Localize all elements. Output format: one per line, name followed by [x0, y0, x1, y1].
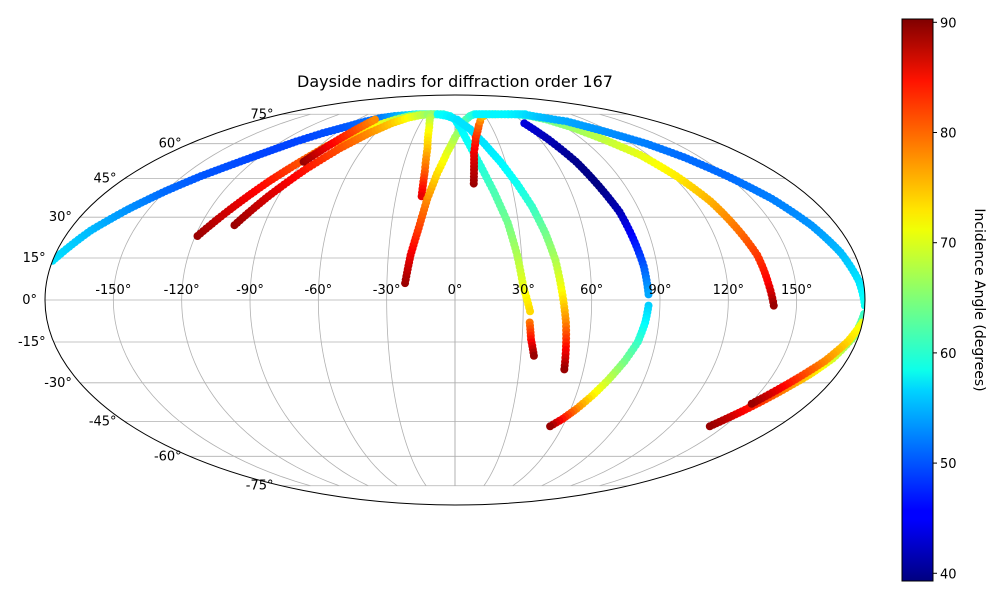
chart-title: Dayside nadirs for diffraction order 167 [297, 72, 613, 91]
track-4 [299, 115, 379, 166]
latitude-tick-labels: -75° -60° -45° -30° -15° 0° 15° 30° 45° 60° 75° [18, 107, 274, 493]
latitude-tick-label: -30° [44, 376, 72, 391]
latitude-tick-label: -60° [154, 449, 182, 464]
longitude-tick-label: -90° [236, 283, 264, 298]
data-point [370, 115, 379, 124]
colorbar-tick-label: 90 [940, 16, 957, 31]
data-point [560, 365, 569, 374]
track-16 [705, 310, 865, 431]
data-point [747, 399, 756, 408]
track-13 [546, 301, 653, 431]
meridian-line [112, 113, 311, 487]
track-5 [417, 110, 435, 201]
track-17 [747, 318, 865, 408]
longitude-tick-label: 60° [580, 283, 603, 298]
track-2 [193, 110, 445, 241]
data-points [48, 110, 865, 431]
colorbar-tick-label: 80 [940, 127, 957, 142]
track-8 [525, 318, 538, 360]
meridian-line [541, 113, 661, 487]
meridian-line [512, 113, 593, 487]
latitude-tick-label: 75° [250, 107, 273, 122]
data-point [769, 301, 778, 310]
data-point [705, 422, 714, 431]
latitude-tick-label: -45° [89, 414, 117, 429]
meridian-line [317, 113, 398, 487]
longitude-tick-label: 90° [648, 283, 671, 298]
meridian-line [181, 113, 340, 487]
track-12 [520, 119, 653, 299]
latitude-tick-label: 0° [22, 293, 37, 308]
longitude-tick-label: 150° [781, 283, 812, 298]
latitude-tick-label: 60° [159, 137, 182, 152]
data-point [546, 422, 555, 431]
longitude-tick-label: -150° [95, 283, 131, 298]
track-6 [401, 110, 500, 288]
colorbar-label: Incidence Angle (degrees) [971, 208, 987, 391]
track-15 [504, 110, 865, 310]
colorbar-tick-label: 40 [940, 567, 957, 582]
colorbar-tick-label: 50 [940, 457, 957, 472]
data-point [526, 307, 535, 316]
colorbar-ticks: 40 50 60 70 80 90 [933, 16, 957, 582]
latitude-tick-label: 30° [49, 210, 72, 225]
longitude-tick-label: -60° [304, 283, 332, 298]
colorbar: 40 50 60 70 80 90 Incidence Angle (degrees) [901, 16, 987, 582]
latitude-tick-label: 15° [23, 251, 46, 266]
colorbar-tick-label: 70 [940, 237, 957, 252]
longitude-tick-label: 120° [713, 283, 744, 298]
latitude-tick-label: -15° [18, 335, 46, 350]
latitude-tick-label: 45° [94, 172, 117, 187]
data-point [644, 290, 653, 299]
map-boundary [44, 94, 866, 506]
longitude-tick-label: 0° [448, 283, 463, 298]
latitude-tick-label: -75° [246, 479, 274, 494]
track-9 [433, 110, 571, 374]
data-point [529, 351, 538, 360]
longitude-tick-label: -30° [373, 283, 401, 298]
colorbar-tick-label: 60 [940, 347, 957, 362]
colorbar-gradient [901, 18, 934, 582]
meridian-line [386, 114, 427, 486]
longitude-tick-labels: -150° -120° -90° -60° -30° 0° 30° 60° 90° 120° 150… [95, 283, 812, 298]
longitude-tick-label: 30° [512, 283, 535, 298]
longitude-tick-label: -120° [164, 283, 200, 298]
graticule [45, 113, 865, 487]
track-3 [230, 110, 445, 230]
track-1 [48, 110, 440, 265]
